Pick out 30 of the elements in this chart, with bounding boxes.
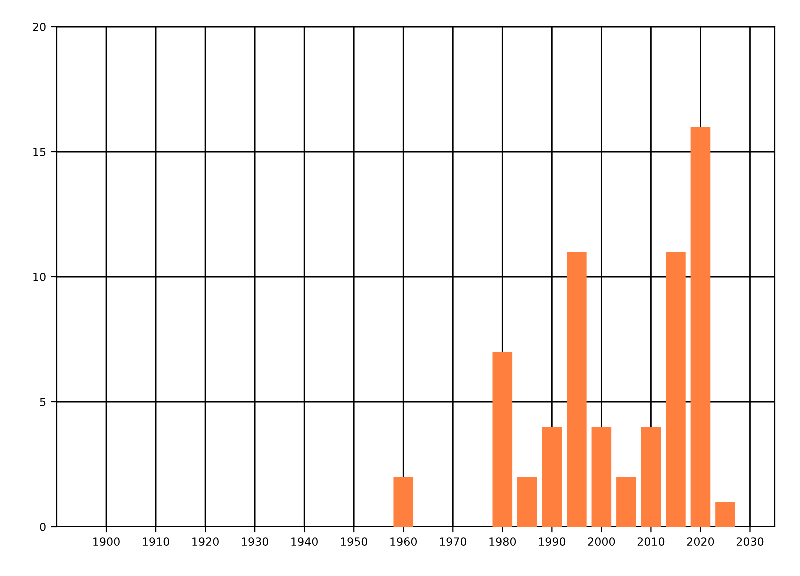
x-tick-label: 1960 — [390, 538, 418, 546]
bar — [666, 252, 686, 527]
bar — [716, 502, 736, 527]
x-tick-label: 1950 — [341, 538, 368, 546]
x-tick-label: 1940 — [292, 538, 318, 546]
x-tick-label: 2030 — [736, 538, 764, 546]
bar — [518, 477, 538, 527]
y-tick-label: 15 — [34, 148, 46, 156]
y-tick-label: 10 — [34, 272, 46, 282]
x-tick-label: 1920 — [192, 538, 219, 546]
x-tick-label: 2010 — [638, 538, 665, 546]
bar — [592, 427, 612, 527]
bar — [542, 427, 562, 527]
x-tick-label: 1910 — [143, 538, 170, 546]
y-tick-label: 0 — [40, 522, 46, 532]
x-tick-label: 2000 — [588, 538, 616, 546]
x-tick-label: 1990 — [539, 538, 566, 546]
x-tick-label: 2020 — [687, 538, 714, 546]
bar — [492, 352, 513, 527]
bar — [567, 252, 587, 527]
bar — [394, 477, 414, 527]
x-tick-label: 1980 — [490, 538, 516, 546]
bar — [690, 127, 711, 527]
y-tick-label: 20 — [33, 22, 46, 32]
y-tick-label: 5 — [40, 398, 46, 406]
bar — [616, 477, 636, 527]
x-tick-label: 1970 — [440, 538, 467, 546]
x-tick-label: 1900 — [94, 538, 120, 546]
x-tick-label: 1930 — [242, 538, 268, 546]
bar — [641, 427, 662, 527]
